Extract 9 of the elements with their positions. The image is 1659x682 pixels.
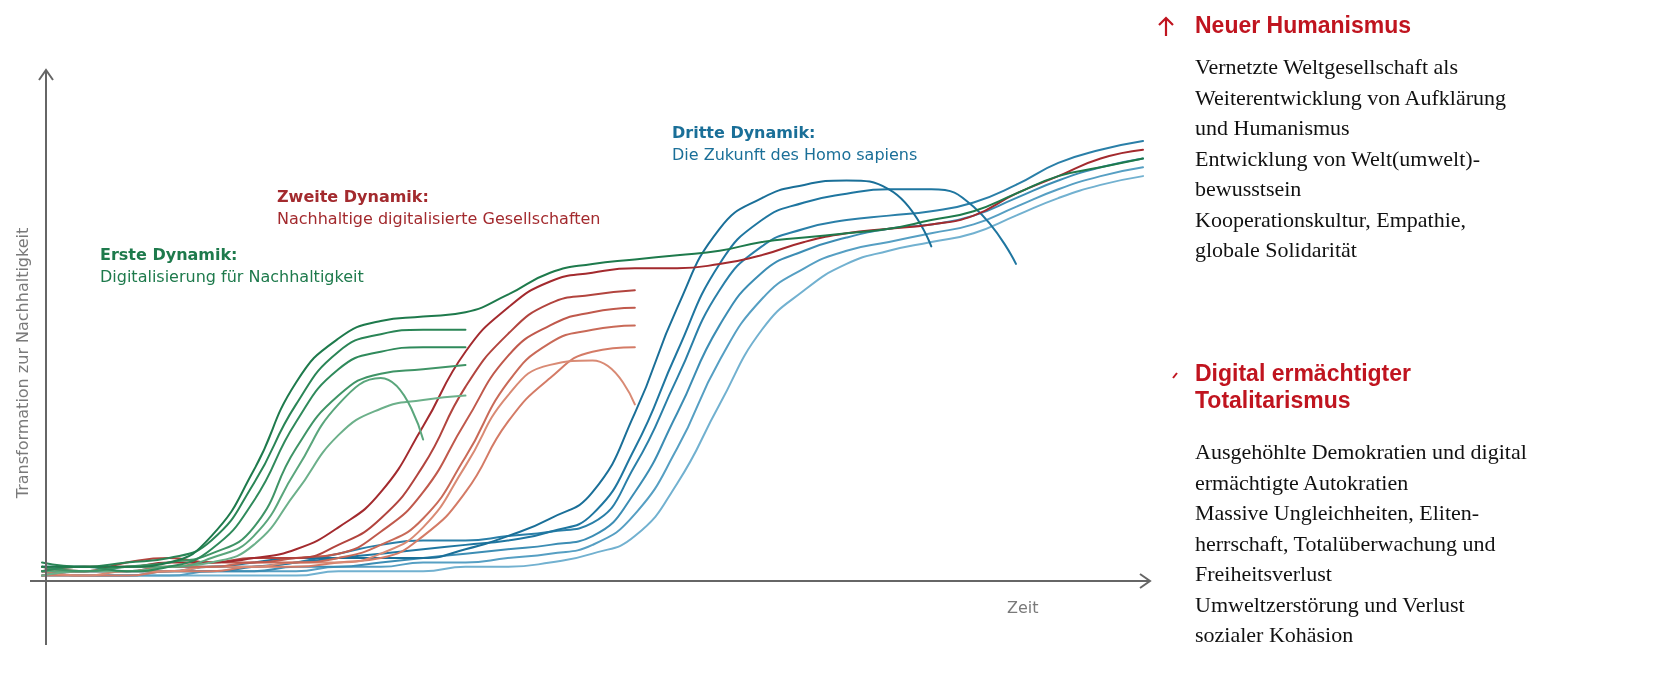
text: Ausgehöhlte Demokratien und digital ermächtigte Autokratien Massive Ungleichheiten, Eliten- herrschaft, Totalüberwachung und Freiheitsverlust Umweltzerstörung und Verlust sozialer Kohäsion xyxy=(1195,438,1527,649)
annotation: Zweite Dynamik: Nachhaltige digitalisierte Gesellschaften xyxy=(277,186,601,230)
text: Vernetzte Weltgesellschaft als Weiterentwicklung von Aufklärung und Humanismus Entwicklung von Welt(umwelt)- bewusstsein Kooperationskultur, Empathie, globale Solidarität xyxy=(1195,53,1507,264)
x-axis-title: Zeit xyxy=(1007,598,1039,617)
y-axis-title: Transformation zur Nachhaltigkeit xyxy=(12,227,32,499)
text: Neuer Humanismus xyxy=(1195,12,1412,39)
text: Digital ermächtigter Totalitarismus xyxy=(1195,360,1411,414)
annotation: Dritte Dynamik: Die Zukunft des Homo sapiens xyxy=(672,122,918,166)
annotation: Erste Dynamik: Digitalisierung für Nachhaltigkeit xyxy=(100,244,364,288)
